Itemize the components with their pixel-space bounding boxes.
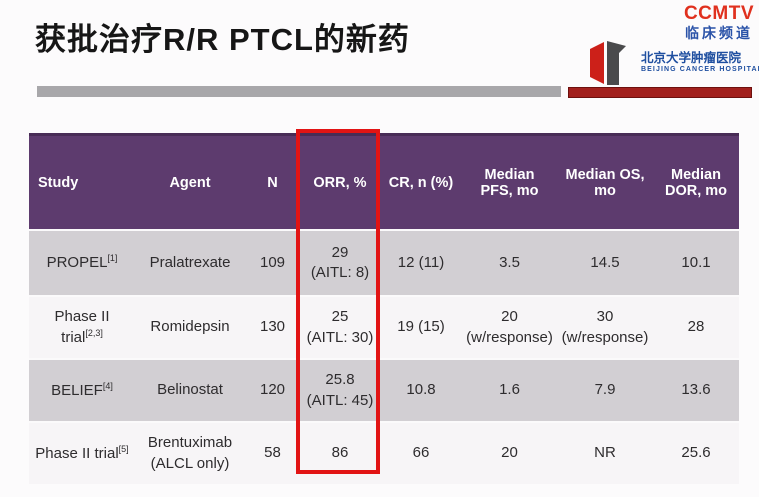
reference-superscript: [2,3] bbox=[85, 328, 103, 338]
pfs-cell: 3.5 bbox=[462, 229, 557, 296]
dor-cell: 10.1 bbox=[653, 229, 739, 296]
orr-cell: 86 bbox=[300, 421, 380, 484]
pfs-cell: 20 bbox=[462, 421, 557, 484]
col-header-cr: CR, n (%) bbox=[380, 133, 462, 230]
cr-cell: 10.8 bbox=[380, 358, 462, 422]
ptcl-drugs-table: Study Agent N ORR, % CR, n (%) Median PF… bbox=[29, 133, 739, 484]
cr-cell: 12 (11) bbox=[380, 229, 462, 296]
os-cell: 30 (w/response) bbox=[557, 295, 653, 359]
ccmtv-wordmark: CCMTV bbox=[683, 3, 754, 24]
n-cell: 130 bbox=[245, 295, 300, 359]
page-title: 获批治疗R/R PTCL的新药 bbox=[35, 22, 410, 57]
col-header-agent: Agent bbox=[135, 133, 245, 230]
study-cell: BELIEF[4] bbox=[29, 358, 135, 422]
col-header-median-pfs: Median PFS, mo bbox=[462, 133, 557, 230]
table-row-brentuximab: Phase II trial[5] Brentuximab (ALCL only)… bbox=[29, 421, 739, 484]
dor-cell: 13.6 bbox=[653, 358, 739, 422]
ccmtv-channel-label: 临床频道 bbox=[684, 24, 753, 41]
col-header-n: N bbox=[245, 133, 300, 230]
col-header-study: Study bbox=[29, 133, 135, 230]
pfs-cell: 20 (w/response) bbox=[462, 295, 557, 359]
table-row-propel: PROPEL[1] Pralatrexate 109 29 (AITL: 8) 1… bbox=[29, 229, 739, 296]
orr-cell: 25 (AITL: 30) bbox=[300, 295, 380, 359]
table-row-romidepsin: Phase II trial[2,3] Romidepsin 130 25 (AI… bbox=[29, 295, 739, 359]
agent-cell: Romidepsin bbox=[135, 295, 245, 359]
cr-cell: 66 bbox=[380, 421, 462, 484]
col-header-orr: ORR, % bbox=[300, 133, 380, 230]
n-cell: 58 bbox=[245, 421, 300, 484]
n-cell: 109 bbox=[245, 229, 300, 296]
orr-cell: 29 (AITL: 8) bbox=[300, 229, 380, 296]
hospital-name-en: BEIJING CANCER HOSPITAL bbox=[641, 66, 759, 74]
table-row-belinostat: BELIEF[4] Belinostat 120 25.8 (AITL: 45) … bbox=[29, 358, 739, 422]
title-divider bbox=[37, 86, 561, 97]
agent-cell: Brentuximab (ALCL only) bbox=[135, 421, 245, 484]
orr-cell: 25.8 (AITL: 45) bbox=[300, 358, 380, 422]
reference-superscript: [5] bbox=[118, 443, 129, 454]
hospital-logo: 北京大学肿瘤医院 BEIJING CANCER HOSPITAL bbox=[584, 40, 759, 86]
study-cell: PROPEL[1] bbox=[29, 229, 135, 296]
reference-superscript: [4] bbox=[102, 380, 113, 391]
col-header-median-dor: Median DOR, mo bbox=[653, 133, 739, 230]
study-cell: Phase II trial[5] bbox=[29, 421, 135, 484]
os-cell: NR bbox=[557, 421, 653, 484]
dor-cell: 25.6 bbox=[653, 421, 739, 484]
cr-cell: 19 (15) bbox=[380, 295, 462, 359]
study-name: PROPEL bbox=[46, 254, 108, 272]
hospital-divider bbox=[568, 87, 752, 98]
study-name: Phase II trial bbox=[35, 444, 119, 462]
table-header-row: Study Agent N ORR, % CR, n (%) Median PF… bbox=[29, 133, 739, 230]
study-name: Phase II trial bbox=[54, 307, 110, 346]
agent-cell: Belinostat bbox=[135, 358, 245, 422]
study-name: BELIEF bbox=[51, 381, 103, 399]
dor-cell: 28 bbox=[653, 295, 739, 359]
ccmtv-logo: CCMTV 临床频道 bbox=[684, 3, 754, 41]
os-cell: 14.5 bbox=[557, 229, 653, 296]
study-cell: Phase II trial[2,3] bbox=[29, 295, 135, 359]
pfs-cell: 1.6 bbox=[462, 358, 557, 422]
n-cell: 120 bbox=[245, 358, 300, 422]
col-header-median-os: Median OS, mo bbox=[557, 133, 653, 230]
reference-superscript: [1] bbox=[107, 253, 118, 264]
hospital-name: 北京大学肿瘤医院 BEIJING CANCER HOSPITAL bbox=[641, 51, 759, 74]
hospital-logo-icon bbox=[590, 41, 626, 85]
agent-cell: Pralatrexate bbox=[135, 229, 245, 296]
hospital-name-cn: 北京大学肿瘤医院 bbox=[641, 51, 742, 66]
os-cell: 7.9 bbox=[557, 358, 653, 422]
